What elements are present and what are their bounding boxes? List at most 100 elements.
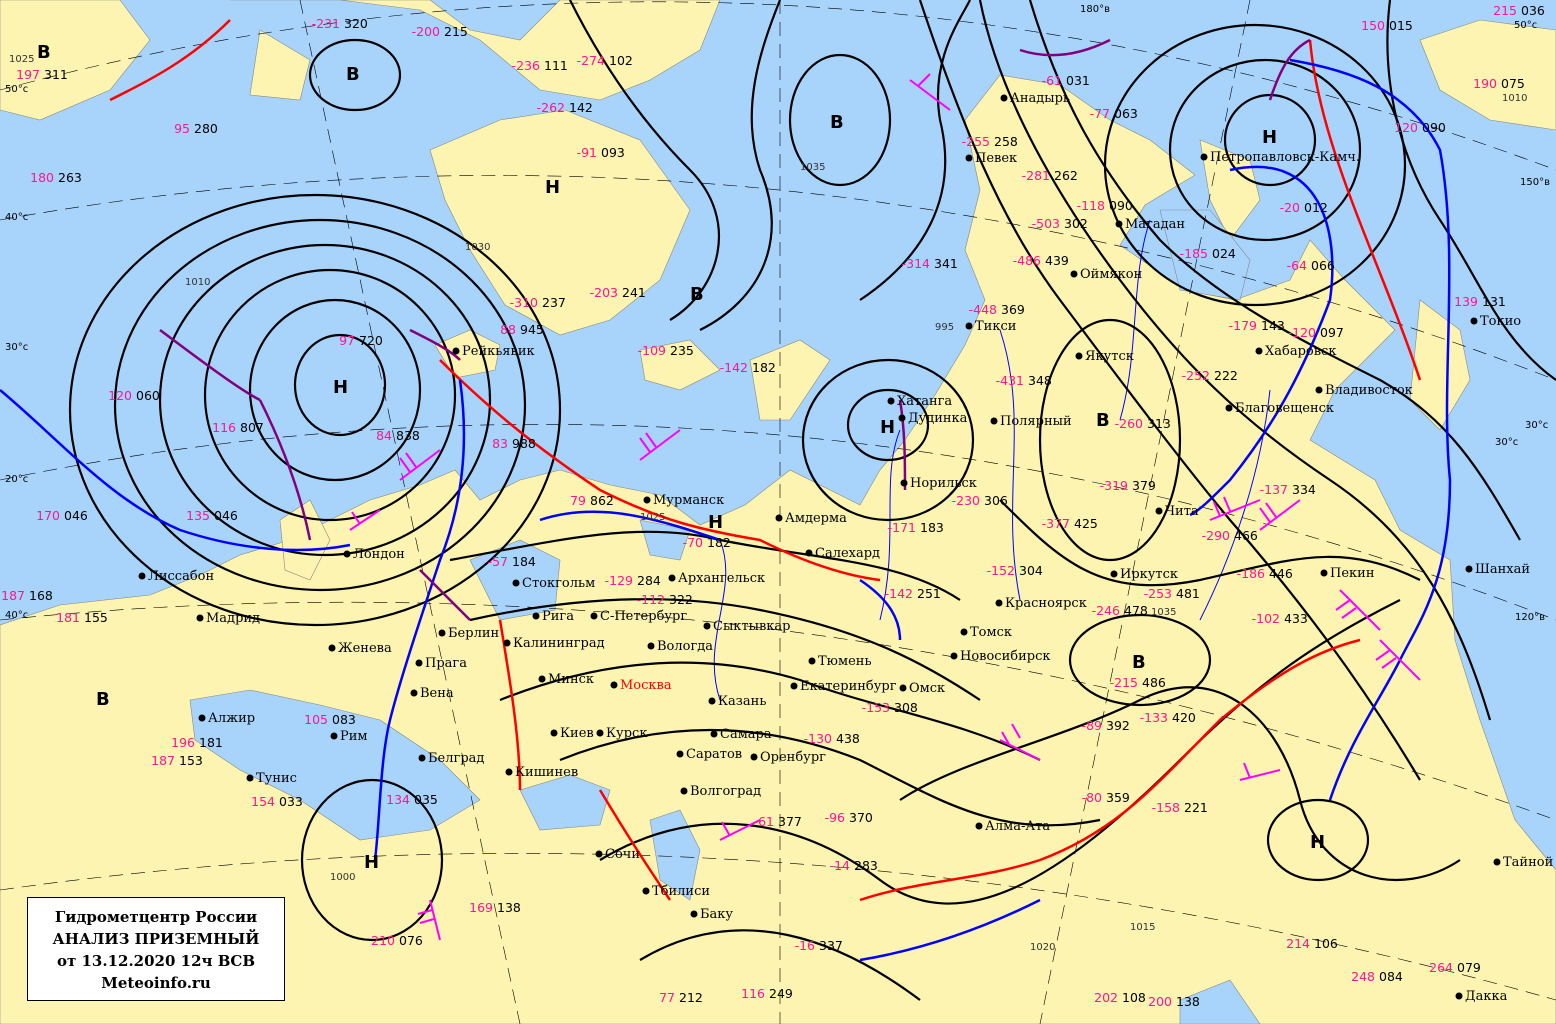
city: Алжир <box>198 711 255 726</box>
high-pressure-center: В <box>37 42 51 63</box>
station-temperature: 264 <box>1429 960 1453 975</box>
station-temperature: -109 <box>638 343 666 358</box>
station-pressure: 084 <box>1379 969 1403 984</box>
station-model: -431 348 <box>996 373 1052 388</box>
city-label: Мадрид <box>206 611 260 626</box>
station-pressure: 138 <box>1176 994 1200 1009</box>
station-pressure: 258 <box>994 134 1018 149</box>
city: Тайной <box>1493 855 1553 870</box>
station-pressure: 251 <box>917 586 941 601</box>
station-pressure: 720 <box>359 333 383 348</box>
station-pressure: 036 <box>1521 3 1545 18</box>
station-model: -171 183 <box>888 520 944 535</box>
city-label: Иркутск <box>1120 567 1178 582</box>
station-pressure: 012 <box>1304 200 1328 215</box>
station-pressure: 304 <box>1019 563 1043 578</box>
city-label: Якутск <box>1085 349 1134 364</box>
land-svalbard <box>639 339 721 391</box>
station-temperature: -246 <box>1092 603 1120 618</box>
city: Москва <box>610 678 672 693</box>
station-marker-icon <box>900 479 908 487</box>
station-pressure: 306 <box>984 493 1008 508</box>
city-label: Вена <box>420 686 454 701</box>
station-model: -153 308 <box>862 700 918 715</box>
cold-front <box>1189 58 1452 801</box>
station-model: -230 306 <box>952 493 1008 508</box>
city: Пекин <box>1320 566 1374 581</box>
station-marker-icon <box>1315 386 1323 394</box>
city: Вологда <box>647 639 713 654</box>
latitude-label: 120°в <box>1515 612 1545 623</box>
station-marker-icon <box>595 850 603 858</box>
station-pressure: 235 <box>670 343 694 358</box>
station-marker-icon <box>438 629 446 637</box>
station-temperature: -118 <box>1077 198 1105 213</box>
low-pressure-center: Н <box>1310 832 1325 853</box>
map-legend: Гидрометцентр России АНАЛИЗ ПРИЗЕМНЫЙ от… <box>27 897 285 1001</box>
city-label: Владивосток <box>1325 383 1413 398</box>
station-marker-icon <box>898 414 906 422</box>
station-model: -310 237 <box>510 295 566 310</box>
city: Магадан <box>1115 217 1185 232</box>
black-sea <box>519 774 611 831</box>
city: Омск <box>899 681 945 696</box>
land-arctic-islands <box>230 0 721 101</box>
station-temperature: 97 <box>339 333 355 348</box>
station-marker-icon <box>805 549 813 557</box>
station-temperature: 202 <box>1094 990 1118 1005</box>
station-marker-icon <box>418 754 426 762</box>
city-label: Дакка <box>1465 989 1508 1004</box>
city-label: Казань <box>718 694 766 709</box>
station-model: -109 235 <box>638 343 694 358</box>
isobar-label: 1030 <box>465 242 490 253</box>
city: Благовещенск <box>1225 401 1334 416</box>
station-marker-icon <box>676 750 684 758</box>
station-pressure: 838 <box>396 428 420 443</box>
city-label: Тикси <box>975 319 1016 334</box>
city-label: Самара <box>720 727 772 742</box>
station-marker-icon <box>1200 153 1208 161</box>
city: Прага <box>415 656 467 671</box>
station-model: 154 033 <box>251 794 303 809</box>
station-pressure: 138 <box>497 900 521 915</box>
station-temperature: 210 <box>371 933 395 948</box>
station-pressure: 283 <box>854 858 878 873</box>
city: Стокгольм <box>512 576 595 591</box>
station-pressure: 215 <box>444 24 468 39</box>
station-marker-icon <box>642 887 650 895</box>
city-label: Москва <box>620 678 672 693</box>
station-temperature: 95 <box>174 121 190 136</box>
station-temperature: -231 <box>312 16 340 31</box>
station-model: -102 433 <box>1252 611 1308 626</box>
city-label: Киев <box>560 726 594 741</box>
isobar-label: 1035 <box>800 162 825 173</box>
city: Казань <box>708 694 766 709</box>
station-temperature: -70 <box>683 535 703 550</box>
station-pressure: 046 <box>64 508 88 523</box>
station-model: -486 439 <box>1013 253 1069 268</box>
city-label: С-Петербург <box>600 609 687 624</box>
station-temperature: 190 <box>1473 76 1497 91</box>
station-marker-icon <box>138 572 146 580</box>
station-pressure: 182 <box>707 535 731 550</box>
station-pressure: 433 <box>1284 611 1308 626</box>
city: Дудинка <box>898 411 968 426</box>
station-temperature: -215 <box>1110 675 1138 690</box>
station-model: -203 241 <box>590 285 646 300</box>
city: Анадырь <box>1000 91 1070 106</box>
station-temperature: -61 <box>754 814 774 829</box>
station-temperature: -310 <box>510 295 538 310</box>
city-label: Рига <box>542 609 574 624</box>
station-pressure: 181 <box>199 735 223 750</box>
station-pressure: 369 <box>1001 302 1025 317</box>
station-temperature: 200 <box>1148 994 1172 1009</box>
station-marker-icon <box>975 822 983 830</box>
station-marker-icon <box>246 774 254 782</box>
city: Волгоград <box>680 784 761 799</box>
isobar-label: 995 <box>935 322 954 333</box>
station-temperature: -186 <box>1237 566 1265 581</box>
station-model: -61 377 <box>754 814 802 829</box>
city: Сочи <box>595 847 640 862</box>
station-model: 187 153 <box>151 753 203 768</box>
station-temperature: -203 <box>590 285 618 300</box>
